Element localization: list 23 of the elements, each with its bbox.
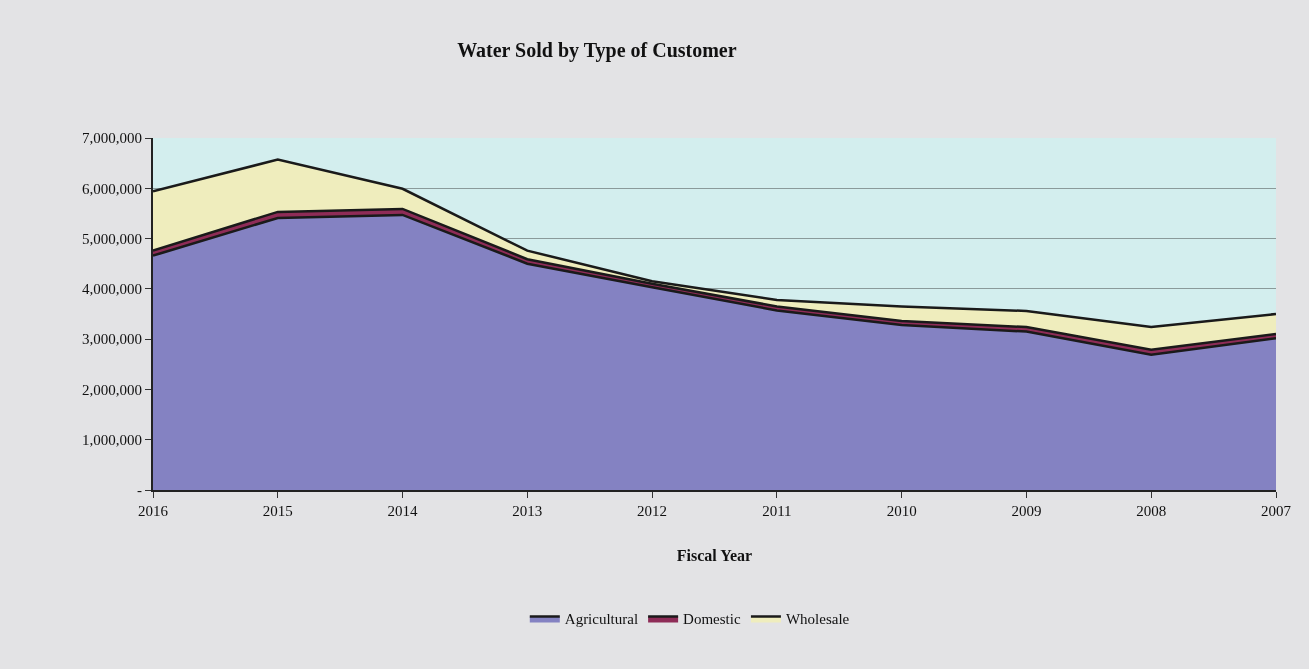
x-tick-label: 2011 — [762, 503, 792, 519]
y-tick-label: - — [137, 482, 142, 499]
y-tick-label: 4,000,000 — [82, 281, 142, 298]
x-tick-label: 2014 — [387, 503, 419, 519]
legend-label: Wholesale — [785, 611, 850, 628]
x-tick-label: 2013 — [512, 503, 543, 519]
y-tick-label: 5,000,000 — [82, 230, 142, 247]
y-tick-label: 2,000,000 — [82, 381, 142, 398]
x-tick-label: 2015 — [262, 503, 293, 519]
y-tick-label: 7,000,000 — [82, 130, 142, 147]
legend-label: Domestic — [683, 611, 741, 628]
x-tick-label: 2008 — [1136, 503, 1167, 519]
x-tick-label: 2012 — [637, 503, 668, 519]
y-tick-label: 1,000,000 — [82, 431, 142, 448]
y-tick-label: 6,000,000 — [82, 180, 142, 197]
legend-label: Agricultural — [564, 611, 639, 628]
x-axis-title: Fiscal Year — [676, 547, 753, 565]
x-tick-label: 2010 — [886, 503, 917, 519]
x-tick-label: 2007 — [1261, 503, 1292, 519]
y-tick-label: 3,000,000 — [82, 331, 142, 348]
x-tick-label: 2016 — [138, 503, 169, 519]
chart-title: Water Sold by Type of Customer — [457, 39, 737, 62]
x-tick-label: 2009 — [1011, 503, 1042, 519]
